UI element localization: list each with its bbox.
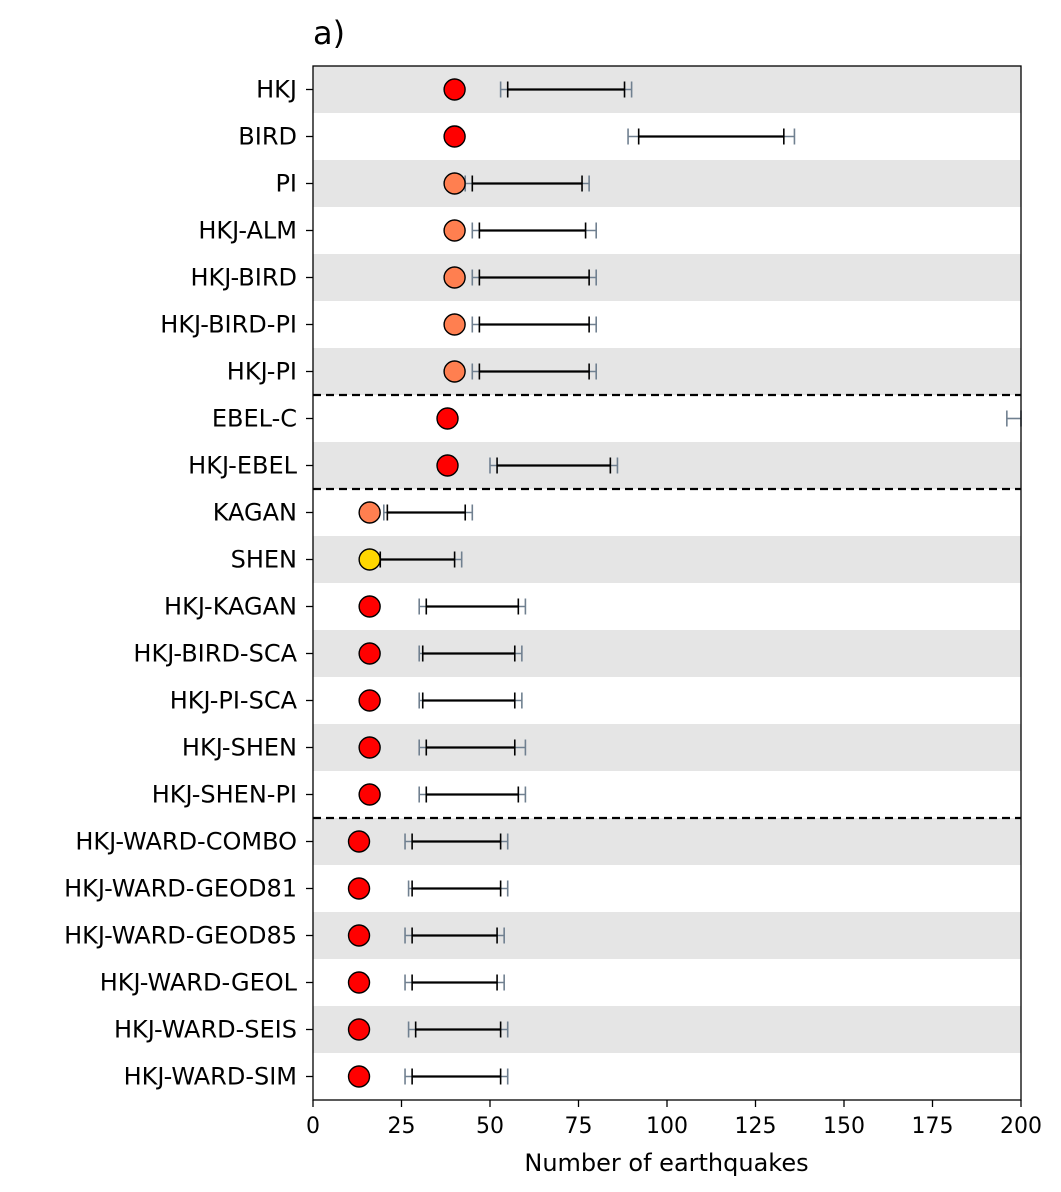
row-band-hkj-ebel xyxy=(313,442,1021,489)
observed-marker-ebel-c xyxy=(436,407,459,430)
x-axis: 0 25 50 75 100 125 150 175 200 xyxy=(306,1100,1042,1139)
observed-marker-bird xyxy=(443,125,466,148)
x-tick-label-200: 200 xyxy=(1000,1114,1042,1139)
x-tick-label-0: 0 xyxy=(306,1114,320,1139)
observed-marker-hkj-ward-combo xyxy=(347,830,371,853)
y-tick-label-hkj-ward-geol: HKJ-WARD-GEOL xyxy=(100,969,298,997)
observed-marker-hkj-bird xyxy=(443,266,466,289)
observed-marker-hkj-bird-sca xyxy=(358,642,381,665)
y-tick-label-hkj-ward-geod85: HKJ-WARD-GEOD85 xyxy=(64,922,297,950)
observed-marker-kagan xyxy=(358,501,381,524)
x-tick-label-25: 25 xyxy=(388,1114,416,1139)
x-tick-label-100: 100 xyxy=(646,1114,688,1139)
x-tick-label-75: 75 xyxy=(565,1114,593,1139)
observed-marker-hkj-ward-geol xyxy=(347,971,371,994)
observed-marker-hkj-ebel xyxy=(436,454,459,477)
y-tick-label-hkj-bird: HKJ-BIRD xyxy=(190,264,297,292)
observed-marker-shen xyxy=(358,548,381,571)
row-band-hkj-pi xyxy=(313,348,1021,395)
y-tick-label-hkj-ward-seis: HKJ-WARD-SEIS xyxy=(114,1016,297,1044)
observed-marker-hkj-ward-seis xyxy=(347,1018,371,1041)
y-tick-label-hkj: HKJ xyxy=(256,76,297,104)
observed-marker-hkj-ward-geod85 xyxy=(347,924,371,947)
observed-marker-hkj-ward-sim xyxy=(347,1065,371,1088)
y-tick-label-kagan: KAGAN xyxy=(213,499,297,527)
x-tick-label-175: 175 xyxy=(912,1114,954,1139)
x-tick-label-125: 125 xyxy=(735,1114,777,1139)
y-tick-label-bird: BIRD xyxy=(238,123,297,151)
observed-marker-hkj-pi xyxy=(443,360,466,383)
observed-marker-hkj-kagan xyxy=(358,595,381,618)
observed-marker-hkj-pi-sca xyxy=(358,689,381,712)
y-tick-label-hkj-ward-combo: HKJ-WARD-COMBO xyxy=(75,828,297,856)
observed-marker-hkj-alm xyxy=(443,219,466,242)
observed-marker-hkj-shen-pi xyxy=(358,783,381,806)
y-tick-label-pi: PI xyxy=(275,170,297,198)
row-band-hkj xyxy=(313,66,1021,113)
y-tick-label-ebel-c: EBEL-C xyxy=(212,405,297,433)
y-tick-label-hkj-kagan: HKJ-KAGAN xyxy=(164,593,297,621)
y-tick-label-hkj-ward-geod81: HKJ-WARD-GEOD81 xyxy=(64,875,297,903)
x-tick-label-150: 150 xyxy=(823,1114,865,1139)
y-tick-label-hkj-ward-sim: HKJ-WARD-SIM xyxy=(124,1063,297,1091)
error-bars xyxy=(375,81,1022,1085)
y-tick-label-hkj-ebel: HKJ-EBEL xyxy=(188,452,297,480)
x-axis-label: Number of earthquakes xyxy=(524,1149,808,1177)
y-tick-label-hkj-bird-pi: HKJ-BIRD-PI xyxy=(160,311,297,339)
group-separators xyxy=(313,393,1021,820)
y-tick-label-shen: SHEN xyxy=(231,546,297,574)
observed-marker-hkj-bird-pi xyxy=(443,313,466,336)
observed-marker-pi xyxy=(443,172,466,195)
observed-marker-hkj xyxy=(443,78,466,101)
row-band-pi xyxy=(313,160,1021,207)
y-tick-label-hkj-shen-pi: HKJ-SHEN-PI xyxy=(152,781,297,809)
y-tick-label-hkj-shen: HKJ-SHEN xyxy=(182,734,297,762)
y-tick-label-hkj-pi: HKJ-PI xyxy=(227,358,297,386)
y-tick-label-hkj-bird-sca: HKJ-BIRD-SCA xyxy=(133,640,297,668)
chart-title: a) xyxy=(313,14,345,52)
row-band-hkj-bird xyxy=(313,254,1021,301)
observed-marker-hkj-ward-geod81 xyxy=(347,877,371,900)
y-tick-label-hkj-pi-sca: HKJ-PI-SCA xyxy=(170,687,298,715)
x-tick-label-50: 50 xyxy=(476,1114,504,1139)
y-tick-label-hkj-alm: HKJ-ALM xyxy=(198,217,297,245)
y-tick-labels: HKJ BIRD PI HKJ-ALM HKJ-BIRD HKJ-BIRD-PI HKJ-P… xyxy=(64,76,313,1091)
observed-marker-hkj-shen xyxy=(358,736,381,759)
observed-markers xyxy=(347,78,466,1088)
